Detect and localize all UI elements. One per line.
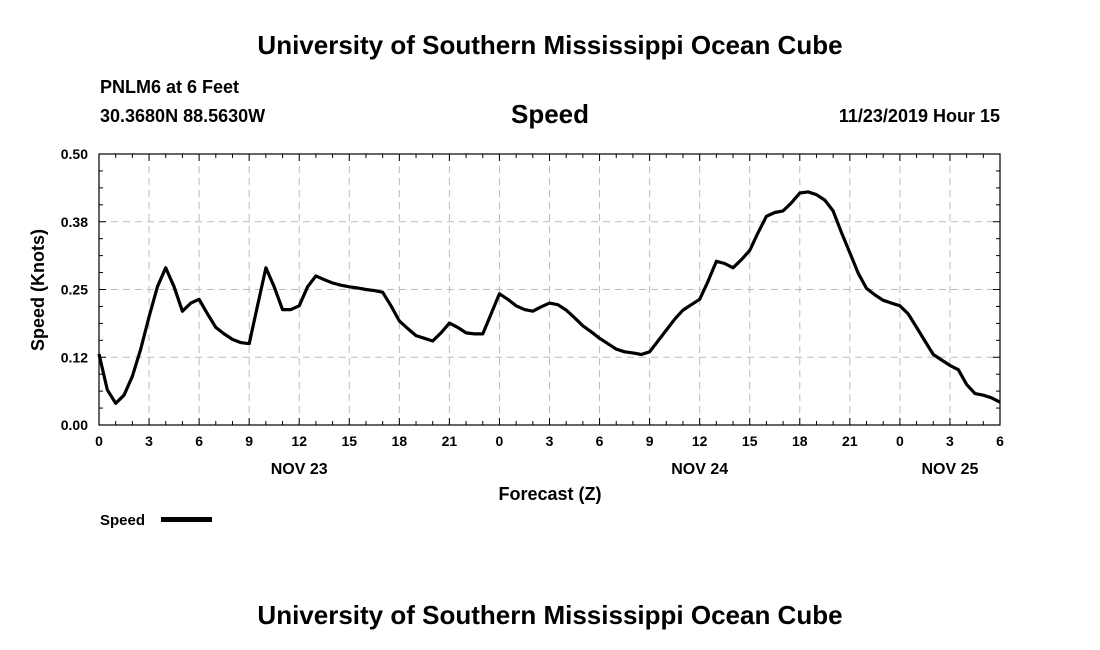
station-label: PNLM6 at 6 Feet	[100, 77, 240, 97]
x-tick-label: 12	[692, 433, 708, 449]
x-tick-label: 9	[646, 433, 654, 449]
x-tick-label: 6	[195, 433, 203, 449]
y-axis-label: Speed (Knots)	[28, 229, 48, 351]
chart-title: Speed	[510, 99, 590, 129]
footer-title: University of Southern Mississippi Ocean…	[257, 600, 843, 630]
x-tick-label: 18	[392, 433, 408, 449]
x-tick-label: 0	[896, 433, 904, 449]
day-label: NOV 25	[921, 461, 978, 478]
x-tick-label: 12	[291, 433, 307, 449]
day-label: NOV 23	[271, 461, 328, 478]
x-tick-label: 0	[95, 433, 103, 449]
legend-line-swatch	[161, 517, 212, 522]
speed-series-line	[97, 190, 1001, 405]
x-tick-label: 21	[842, 433, 858, 449]
y-tick-label: 0.25	[61, 282, 88, 298]
datetime-label: 11/23/2019 Hour 15	[838, 106, 1000, 126]
y-tick-label: 0.12	[61, 349, 88, 365]
x-axis-label: Forecast (Z)	[498, 484, 601, 504]
x-tick-label: 6	[996, 433, 1004, 449]
x-tick-label: 21	[442, 433, 458, 449]
x-tick-label: 3	[145, 433, 153, 449]
x-tick-label: 0	[496, 433, 504, 449]
x-tick-label: 3	[546, 433, 554, 449]
x-tick-label: 9	[245, 433, 253, 449]
day-label: NOV 24	[671, 461, 728, 478]
plot-frame	[98, 153, 1001, 426]
legend-label: Speed	[100, 512, 145, 529]
y-tick-label: 0.38	[61, 214, 88, 230]
x-tick-label: 18	[792, 433, 808, 449]
header-title: University of Southern Mississippi Ocean…	[257, 30, 843, 60]
coords-label: 30.3680N 88.5630W	[100, 106, 266, 126]
x-tick-label: 15	[742, 433, 758, 449]
x-tick-labels: 0 3 6 9 12 15 18 21 0 3 6 9 12 15 18 21 0 3 6	[95, 433, 1004, 449]
y-tick-label: 0.00	[61, 417, 88, 433]
y-tick-labels: 0.00 0.12 0.25 0.38 0.50	[61, 146, 88, 433]
y-tick-label: 0.50	[61, 146, 88, 162]
x-tick-label: 15	[341, 433, 357, 449]
x-tick-label: 3	[946, 433, 954, 449]
grid-lines	[99, 154, 1000, 425]
x-tick-label: 6	[596, 433, 604, 449]
day-labels: NOV 23 NOV 24 NOV 25	[271, 461, 979, 478]
